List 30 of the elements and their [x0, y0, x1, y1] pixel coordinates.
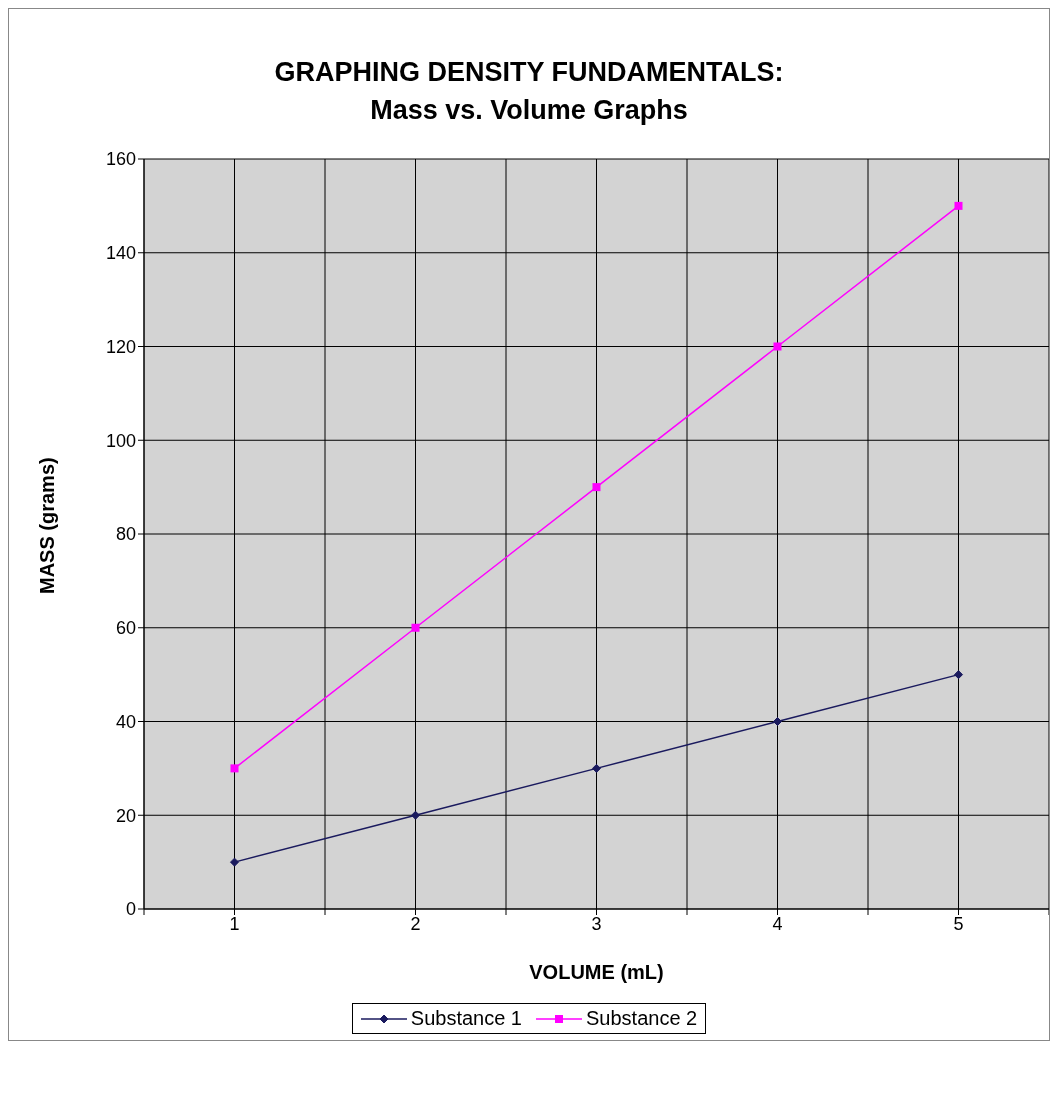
- legend-label: Substance 2: [586, 1007, 698, 1030]
- x-tick-label: 4: [772, 913, 783, 934]
- legend-label: Substance 1: [410, 1007, 522, 1030]
- point: [230, 764, 239, 773]
- x-tick-label: 1: [229, 913, 240, 934]
- y-tick-label: 80: [115, 524, 136, 545]
- point: [230, 857, 239, 867]
- y-axis-title: MASS (grams): [36, 457, 59, 594]
- y-tick-label: 40: [115, 711, 136, 732]
- chart-subtitle: Mass vs. Volume Graphs: [369, 94, 689, 127]
- y-tick-label: 60: [115, 618, 136, 639]
- point: [773, 342, 782, 351]
- point: [592, 483, 601, 492]
- x-tick-label: 5: [953, 913, 964, 934]
- point: [773, 717, 782, 726]
- x-tick-label: 2: [410, 913, 421, 934]
- y-tick-label: 160: [105, 149, 136, 170]
- point: [411, 623, 420, 632]
- point: [954, 670, 963, 680]
- point: [411, 810, 420, 820]
- x-axis-title: VOLUME (mL): [529, 961, 664, 983]
- y-tick-label: 140: [105, 243, 136, 264]
- point: [592, 763, 601, 773]
- x-tick-label: 3: [591, 913, 602, 934]
- y-tick-label: 20: [115, 805, 136, 826]
- y-tick-label: 120: [105, 336, 136, 357]
- y-tick-label: 100: [105, 430, 136, 451]
- chart-title: GRAPHING DENSITY FUNDAMENTALS:: [273, 56, 785, 89]
- y-tick-label: 0: [125, 899, 136, 920]
- point: [954, 201, 963, 210]
